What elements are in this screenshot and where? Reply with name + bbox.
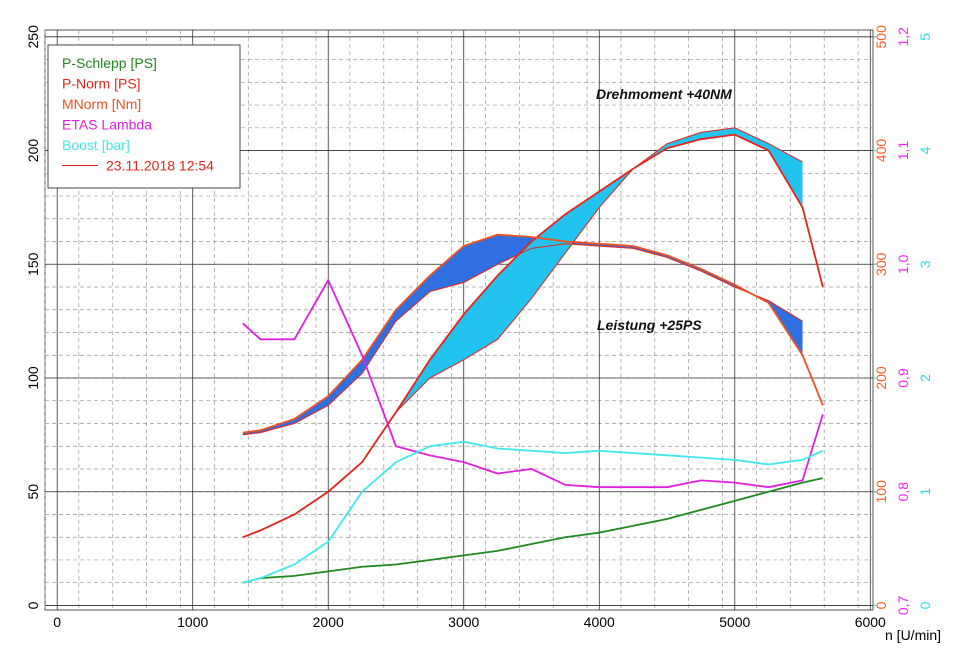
series-line: [242, 233, 824, 434]
y4-tick-label: 5: [917, 33, 933, 41]
y2-tick-label: 200: [873, 366, 889, 390]
legend-label: ETAS Lambda: [62, 117, 152, 133]
series-line: [242, 440, 824, 584]
y2-tick-label: 500: [873, 25, 889, 49]
legend-label: P-Norm [PS]: [62, 76, 141, 92]
x-tick-label: 0: [53, 614, 61, 630]
legend-label: 23.11.2018 12:54: [106, 158, 214, 174]
reference-torque-line: [242, 243, 803, 436]
x-tick-label: 3000: [448, 614, 479, 630]
y-tick-label: 100: [25, 366, 41, 390]
y3-tick-label: 0,7: [895, 596, 911, 616]
x-tick-label: 2000: [313, 614, 344, 630]
x-tick-label: 1000: [177, 614, 208, 630]
legend-box: [47, 44, 241, 189]
y-tick-label: 0: [25, 601, 41, 609]
x-tick-label: 4000: [584, 614, 615, 630]
y-tick-label: 250: [25, 25, 41, 49]
y2-tick-label: 0: [873, 601, 889, 609]
annotation: Drehmoment +40NM: [596, 86, 732, 102]
y-tick-label: 50: [25, 484, 41, 500]
y4-tick-label: 0: [917, 601, 933, 609]
series-line: [242, 477, 824, 584]
y3-tick-label: 0,8: [895, 482, 911, 502]
legend-label: MNorm [Nm]: [62, 96, 141, 112]
y2-tick-label: 100: [873, 480, 889, 504]
x-tick-label: 5000: [719, 614, 750, 630]
x-axis-label: n [U/min]: [885, 627, 941, 643]
y2-tick-label: 300: [873, 252, 889, 276]
y3-tick-label: 1,0: [895, 254, 911, 274]
y-tick-label: 200: [25, 139, 41, 163]
y3-tick-label: 1,1: [895, 141, 911, 161]
x-tick-label: 6000: [855, 614, 886, 630]
y4-tick-label: 1: [917, 488, 933, 496]
y4-tick-label: 2: [917, 374, 933, 382]
y2-tick-label: 400: [873, 139, 889, 163]
y4-tick-label: 4: [917, 146, 933, 154]
series-line: [242, 127, 803, 538]
series-line: [242, 278, 824, 489]
annotation: Leistung +25PS: [597, 317, 702, 333]
y4-tick-label: 3: [917, 260, 933, 268]
legend-label: P-Schlepp [PS]: [62, 55, 157, 71]
y3-tick-label: 1,2: [895, 27, 911, 47]
y3-tick-label: 0,9: [895, 368, 911, 388]
y-tick-label: 150: [25, 252, 41, 276]
legend-label: Boost [bar]: [62, 137, 130, 153]
